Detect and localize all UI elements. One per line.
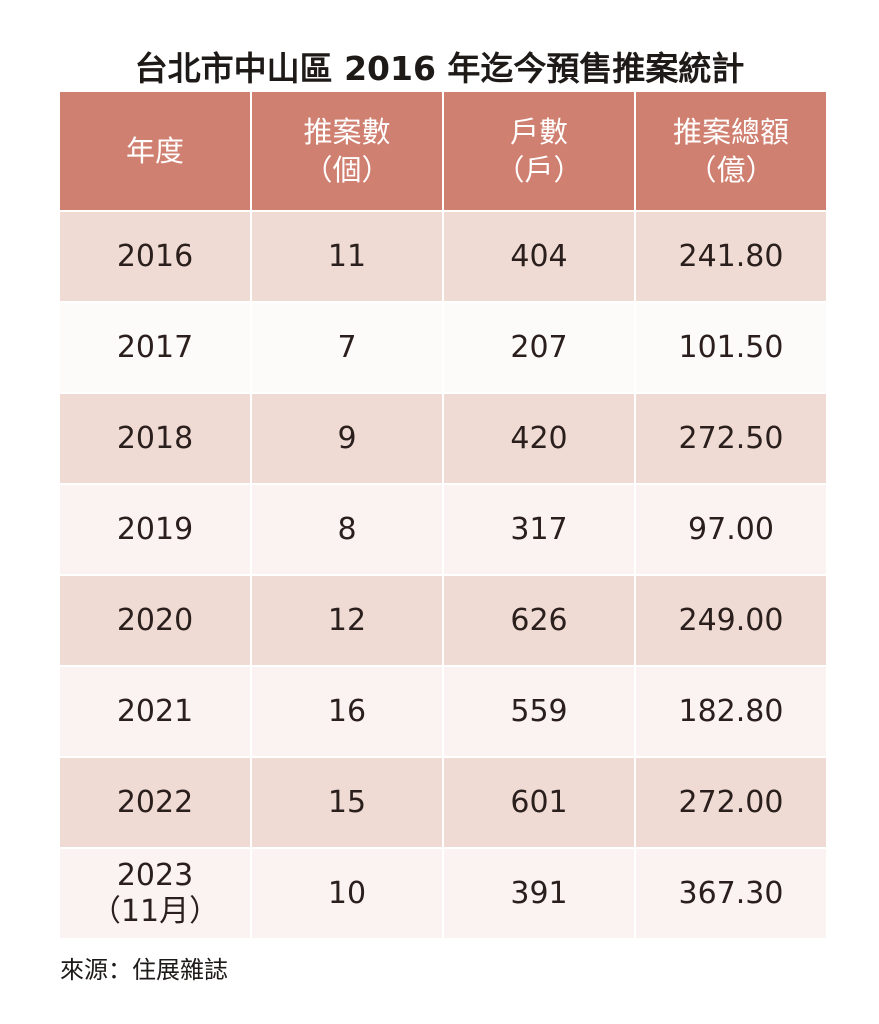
cell-year: 2019 [60,485,250,576]
header-label: 年度 [125,134,184,168]
cell-total: 272.00 [636,758,826,849]
cell-year: 2021 [60,667,250,758]
cell-year: 2022 [60,758,250,849]
header-unit: （億） [687,153,775,187]
table-row: 2016 11 404 241.80 [60,212,826,303]
year-value: 2023 [116,857,194,893]
cell-units: 317 [444,485,634,576]
header-projects: 推案數 （個） [252,92,442,212]
cell-total: 272.50 [636,394,826,485]
year-note: （11月） [90,893,220,929]
table-row: 2019 8 317 97.00 [60,485,826,576]
cell-projects: 16 [252,667,442,758]
cell-projects: 11 [252,212,442,303]
cell-units: 420 [444,394,634,485]
cell-projects: 12 [252,576,442,667]
cell-projects: 7 [252,303,442,394]
page-title: 台北市中山區 2016 年迄今預售推案統計 [134,49,745,88]
cell-total: 101.50 [636,303,826,394]
header-units: 戶數 （戶） [444,92,634,212]
cell-year: 2023 （11月） [60,849,250,940]
cell-year: 2016 [60,212,250,303]
header-year: 年度 [60,92,250,212]
table-row: 2023 （11月） 10 391 367.30 [60,849,826,940]
header-total: 推案總額 （億） [636,92,826,212]
header-unit: （個） [303,153,391,187]
header-label: 戶數 [509,115,568,149]
cell-total: 241.80 [636,212,826,303]
presale-stats-table: 年度 推案數 （個） 戶數 （戶） 推案總額 （億） 2016 11 404 241.80 2… [58,92,828,940]
cell-year: 2018 [60,394,250,485]
table-row: 2020 12 626 249.00 [60,576,826,667]
header-label: 推案數 [303,115,391,149]
cell-units: 207 [444,303,634,394]
header-unit: （戶） [495,153,583,187]
cell-units: 391 [444,849,634,940]
cell-projects: 9 [252,394,442,485]
cell-projects: 10 [252,849,442,940]
cell-projects: 15 [252,758,442,849]
table-row: 2022 15 601 272.00 [60,758,826,849]
header-label: 推案總額 [672,115,789,149]
table-row: 2018 9 420 272.50 [60,394,826,485]
cell-total: 97.00 [636,485,826,576]
table-header-row: 年度 推案數 （個） 戶數 （戶） 推案總額 （億） [60,92,826,212]
cell-units: 559 [444,667,634,758]
cell-year: 2020 [60,576,250,667]
cell-units: 626 [444,576,634,667]
cell-year: 2017 [60,303,250,394]
cell-total: 182.80 [636,667,826,758]
table-row: 2017 7 207 101.50 [60,303,826,394]
source-note: 來源：住展雜誌 [60,956,228,984]
cell-units: 404 [444,212,634,303]
cell-total: 249.00 [636,576,826,667]
cell-total: 367.30 [636,849,826,940]
cell-units: 601 [444,758,634,849]
table-row: 2021 16 559 182.80 [60,667,826,758]
cell-projects: 8 [252,485,442,576]
